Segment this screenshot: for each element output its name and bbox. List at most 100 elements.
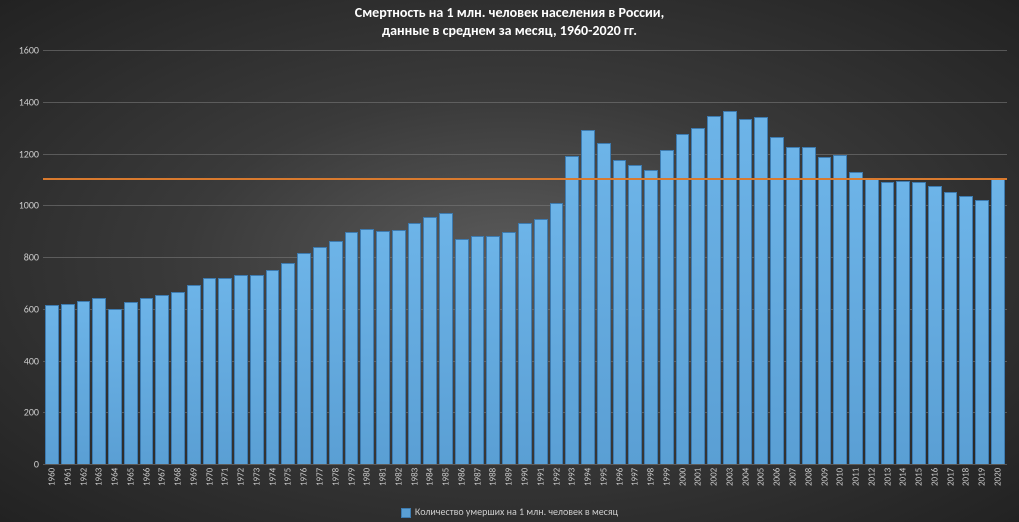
- x-axis-label: 1970: [203, 466, 217, 506]
- bar: [408, 223, 422, 464]
- x-axis-label: 2000: [676, 466, 690, 506]
- bar: [455, 239, 469, 464]
- bar: [360, 229, 374, 464]
- x-axis-label: 2005: [754, 466, 768, 506]
- bar: [676, 134, 690, 464]
- bar: [187, 285, 201, 464]
- x-axis-label: 2014: [896, 466, 910, 506]
- x-axis-label: 2008: [802, 466, 816, 506]
- x-axis-label: 2006: [770, 466, 784, 506]
- bar: [818, 157, 832, 464]
- x-axis-label: 2012: [865, 466, 879, 506]
- x-axis-label: 1989: [502, 466, 516, 506]
- x-axis-label: 1975: [281, 466, 295, 506]
- x-axis-label: 1976: [297, 466, 311, 506]
- bar: [802, 147, 816, 464]
- bar: [597, 143, 611, 464]
- bar: [281, 263, 295, 464]
- x-axis-label: 1994: [581, 466, 595, 506]
- x-axis-label: 1979: [345, 466, 359, 506]
- x-axis-label: 1988: [486, 466, 500, 506]
- legend: Количество умерших на 1 млн. человек в м…: [0, 505, 1019, 518]
- bar: [108, 309, 122, 464]
- bar: [518, 223, 532, 464]
- bar: [92, 298, 106, 464]
- x-axis-label: 1971: [218, 466, 232, 506]
- bar: [565, 156, 579, 464]
- bar: [896, 181, 910, 464]
- chart-title-line1: Смертность на 1 млн. человек населения в…: [0, 4, 1019, 22]
- bar: [770, 137, 784, 464]
- bar: [975, 200, 989, 464]
- x-axis-label: 2018: [959, 466, 973, 506]
- bar: [77, 301, 91, 464]
- x-axis-label: 2004: [739, 466, 753, 506]
- bar: [266, 270, 280, 464]
- bar: [297, 253, 311, 464]
- x-axis-label: 2010: [833, 466, 847, 506]
- bar: [155, 295, 169, 464]
- y-axis-label: 1400: [9, 95, 39, 108]
- bar: [203, 278, 217, 464]
- x-axis-label: 1999: [660, 466, 674, 506]
- x-axis-label: 1962: [77, 466, 91, 506]
- bar: [959, 196, 973, 464]
- x-axis-labels: 1960196119621963196419651966196719681969…: [43, 466, 1007, 506]
- bars-group: [43, 50, 1007, 464]
- bar: [739, 119, 753, 464]
- y-axis-label: 0: [9, 458, 39, 471]
- bar: [628, 165, 642, 464]
- bar: [613, 160, 627, 464]
- bar: [329, 241, 343, 464]
- grid-line: [43, 464, 1007, 465]
- bar: [912, 182, 926, 464]
- x-axis-label: 1987: [471, 466, 485, 506]
- x-axis-label: 1964: [108, 466, 122, 506]
- x-axis-label: 2007: [786, 466, 800, 506]
- x-axis-label: 2001: [691, 466, 705, 506]
- y-axis-label: 1200: [9, 147, 39, 160]
- x-axis-label: 1985: [439, 466, 453, 506]
- x-axis-label: 1996: [613, 466, 627, 506]
- bar: [250, 275, 264, 464]
- bar: [660, 150, 674, 464]
- bar: [928, 186, 942, 464]
- x-axis-label: 1982: [392, 466, 406, 506]
- x-axis-label: 1992: [550, 466, 564, 506]
- legend-label: Количество умерших на 1 млн. человек в м…: [415, 505, 618, 518]
- bar: [218, 278, 232, 464]
- bar: [313, 247, 327, 464]
- x-axis-label: 1974: [266, 466, 280, 506]
- bar: [423, 217, 437, 464]
- bar: [991, 179, 1005, 464]
- bar: [345, 232, 359, 464]
- y-axis-label: 200: [9, 406, 39, 419]
- x-axis-label: 1972: [234, 466, 248, 506]
- bar: [644, 170, 658, 464]
- x-axis-label: 1973: [250, 466, 264, 506]
- bar: [376, 231, 390, 464]
- x-axis-label: 2017: [944, 466, 958, 506]
- bar: [471, 236, 485, 464]
- x-axis-label: 2019: [975, 466, 989, 506]
- x-axis-label: 1977: [313, 466, 327, 506]
- x-axis-label: 1965: [124, 466, 138, 506]
- y-axis-label: 400: [9, 354, 39, 367]
- x-axis-label: 2002: [707, 466, 721, 506]
- x-axis-label: 2013: [881, 466, 895, 506]
- y-axis-label: 1600: [9, 44, 39, 57]
- bar: [833, 155, 847, 464]
- x-axis-label: 1983: [408, 466, 422, 506]
- bar: [723, 111, 737, 464]
- chart-title: Смертность на 1 млн. человек населения в…: [0, 4, 1019, 40]
- x-axis-label: 1978: [329, 466, 343, 506]
- bar: [534, 219, 548, 464]
- x-axis-label: 2016: [928, 466, 942, 506]
- x-axis-label: 1961: [61, 466, 75, 506]
- x-axis-label: 2009: [818, 466, 832, 506]
- x-axis-label: 1990: [518, 466, 532, 506]
- x-axis-label: 1986: [455, 466, 469, 506]
- bar: [392, 230, 406, 464]
- x-axis-label: 1960: [45, 466, 59, 506]
- chart-title-line2: данные в среднем за месяц, 1960-2020 гг.: [0, 22, 1019, 40]
